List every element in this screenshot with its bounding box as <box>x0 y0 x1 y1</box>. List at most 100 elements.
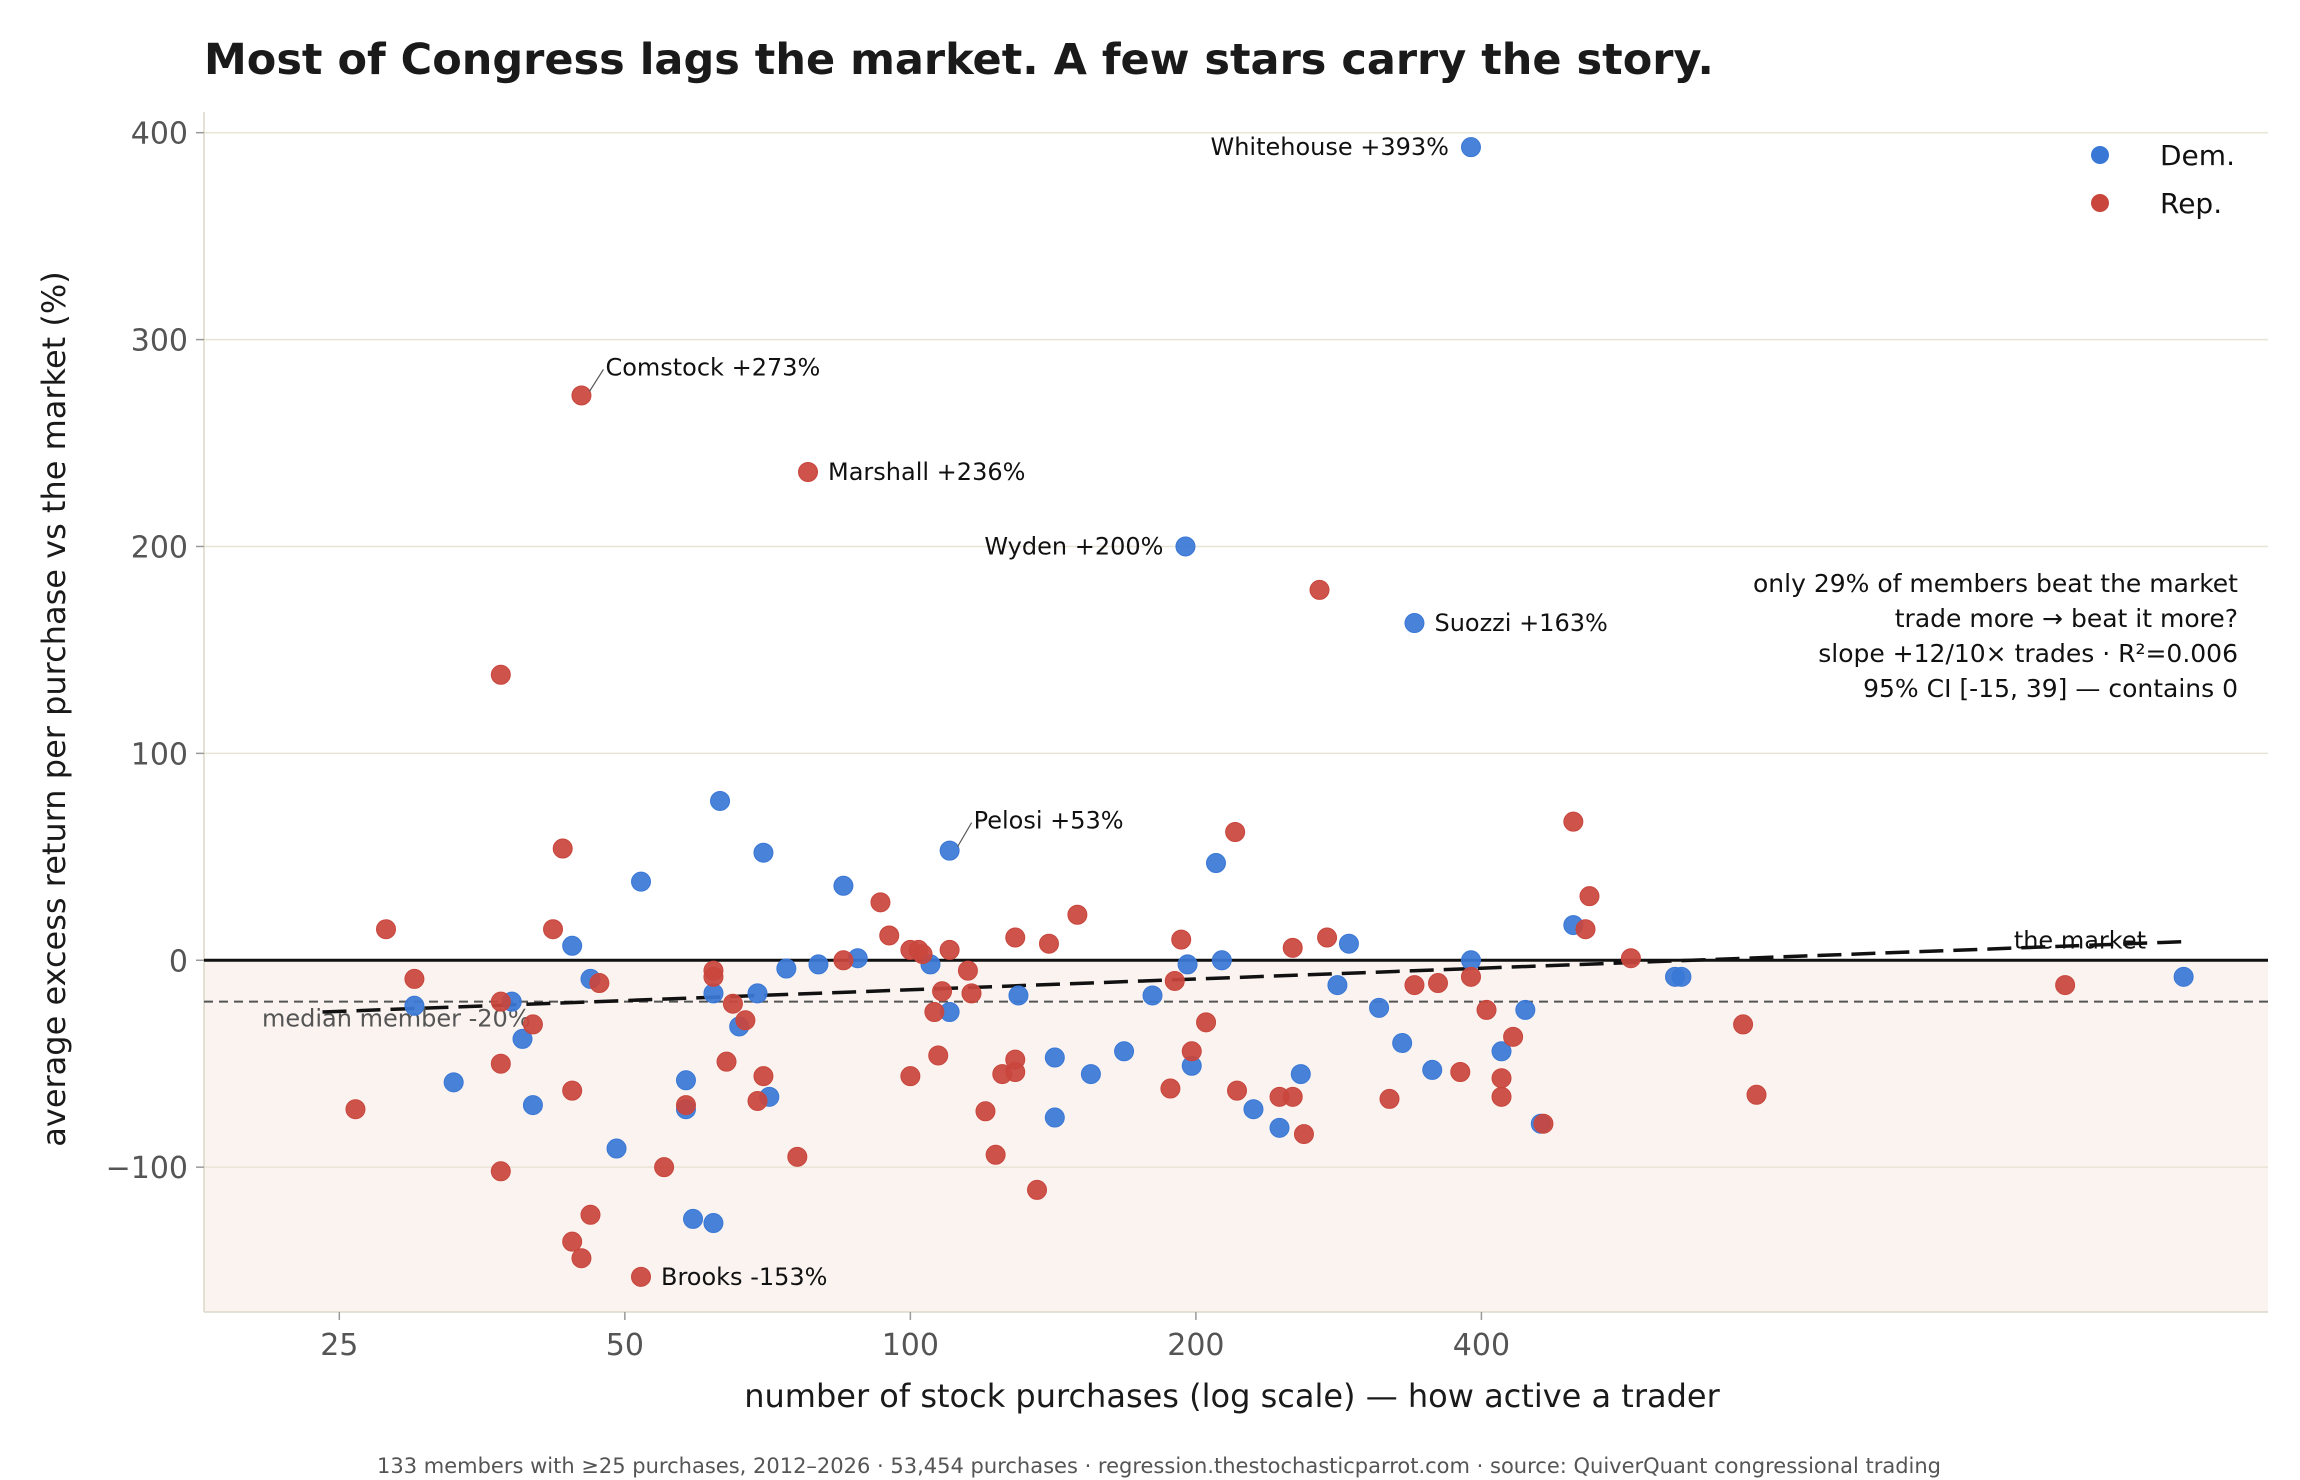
point-label: Comstock +273% <box>605 353 820 381</box>
rep-point <box>1503 1026 1524 1047</box>
rep-point <box>870 892 891 913</box>
rep-point <box>928 1045 949 1066</box>
dem-point <box>703 1213 724 1234</box>
trend-line <box>322 939 2184 1014</box>
rep-point <box>543 919 564 940</box>
rep-point <box>1038 933 1059 954</box>
rep-point <box>912 944 933 965</box>
rep-point <box>747 1090 768 1111</box>
stats-line-2: trade more → beat it more? <box>1895 604 2238 633</box>
rep-point <box>924 1002 945 1022</box>
rep-point <box>1027 1179 1048 1200</box>
dem-point <box>710 790 731 811</box>
stats-line-4: 95% CI [-15, 39] — contains 0 <box>1863 674 2238 703</box>
rep-point <box>589 973 610 994</box>
rep-point <box>522 1014 543 1035</box>
rep-point <box>1181 1041 1202 1062</box>
legend-label-rep: Rep. <box>2160 187 2222 220</box>
dem-point <box>1080 1064 1101 1085</box>
dem-point <box>630 871 651 892</box>
dem-point <box>1044 1107 1065 1128</box>
rep-point <box>932 981 953 1002</box>
rep-point <box>1005 927 1026 948</box>
stats-line-1: only 29% of members beat the market <box>1753 569 2238 598</box>
rep-point <box>985 1144 1006 1165</box>
rep-point <box>703 966 724 987</box>
rep-point <box>1196 1012 1217 1033</box>
dem-point <box>1460 137 1481 158</box>
rep-point <box>1563 811 1584 832</box>
rep-point <box>1160 1078 1181 1099</box>
dem-point <box>675 1070 696 1091</box>
rep-point <box>490 1161 511 1182</box>
rep-point <box>735 1010 756 1031</box>
dem-point <box>1491 1041 1512 1062</box>
rep-point <box>798 462 819 482</box>
rep-point <box>1476 999 1497 1020</box>
point-label: Suozzi +163% <box>1434 609 1607 637</box>
chart-title: Most of Congress lags the market. A few … <box>204 35 1714 85</box>
dem-point <box>1175 536 1196 557</box>
rep-point <box>1460 966 1481 987</box>
rep-point <box>1293 1124 1314 1145</box>
x-tick-label: 200 <box>1167 1328 1224 1363</box>
point-label: Marshall +236% <box>828 458 1025 486</box>
rep-point <box>1450 1062 1471 1082</box>
dem-point <box>683 1208 704 1229</box>
rep-point <box>580 1204 601 1225</box>
dem-point <box>404 995 425 1016</box>
y-ticks: −100 0 100 200 300 400 <box>106 117 204 1186</box>
rep-point <box>879 925 900 946</box>
dem-point <box>522 1095 543 1116</box>
rep-point <box>571 1248 592 1269</box>
dem-point <box>606 1138 627 1159</box>
rep-point <box>722 993 743 1014</box>
rep-point <box>490 1053 511 1074</box>
dem-point <box>1515 999 1536 1020</box>
rep-point <box>1225 822 1246 842</box>
rep-point <box>345 1099 366 1120</box>
dem-point <box>1205 853 1226 874</box>
y-tick-label: 400 <box>131 117 188 152</box>
rep-point <box>1282 937 1303 958</box>
rep-point <box>1491 1086 1512 1107</box>
dem-point <box>1243 1099 1264 1120</box>
rep-point <box>490 664 511 685</box>
point-label: Pelosi +53% <box>974 807 1124 835</box>
legend-marker-rep <box>2091 194 2109 212</box>
rep-point <box>1428 973 1449 994</box>
rep-point <box>654 1157 675 1178</box>
rep-point <box>1067 904 1088 925</box>
legend: Dem. Rep. <box>2091 139 2235 220</box>
rep-point <box>957 960 978 981</box>
below-market-band <box>204 960 2268 1312</box>
rep-point <box>833 950 854 971</box>
dem-point <box>1008 985 1029 1006</box>
label-leader <box>588 369 604 392</box>
rep-point <box>1282 1086 1303 1107</box>
rep-point <box>1005 1062 1026 1082</box>
dem-point <box>1404 613 1425 634</box>
rep-point <box>2055 975 2076 996</box>
rep-point <box>404 968 425 989</box>
dem-point <box>1142 985 1163 1006</box>
dem-point <box>753 842 774 863</box>
rep-point <box>1379 1088 1400 1109</box>
dem-point <box>1177 954 1198 975</box>
point-labels: Whitehouse +393% Comstock +273% Marshall +… <box>588 133 1608 1291</box>
dem-point <box>1369 997 1390 1018</box>
rep-point <box>1746 1084 1767 1105</box>
rep-point <box>1575 919 1596 940</box>
rep-point <box>1733 1014 1754 1035</box>
rep-point <box>975 1101 996 1122</box>
y-tick-label: 100 <box>131 737 188 772</box>
y-tick-label: 300 <box>131 324 188 359</box>
dem-point <box>1211 950 1232 971</box>
y-tick-label: 0 <box>169 944 188 979</box>
dem-point <box>1338 933 1359 954</box>
rep-point <box>787 1146 808 1167</box>
footer-note: 133 members with ≥25 purchases, 2012–202… <box>377 1454 1941 1478</box>
rep-point <box>1309 579 1330 600</box>
y-tick-label: 200 <box>131 530 188 565</box>
y-tick-label: −100 <box>106 1151 188 1186</box>
